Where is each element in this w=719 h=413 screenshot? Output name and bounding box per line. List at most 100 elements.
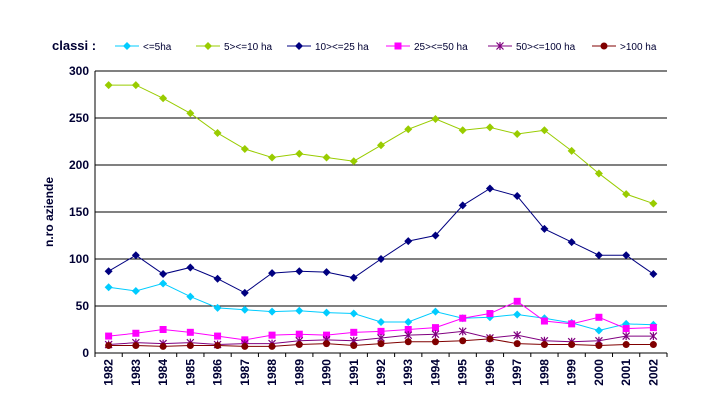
data-point: [105, 332, 113, 340]
x-tick-label: 2000: [592, 359, 606, 386]
data-point: [268, 153, 277, 162]
data-point: [404, 331, 413, 340]
data-point: [105, 341, 113, 349]
data-point: [104, 267, 113, 276]
data-point: [404, 338, 412, 346]
data-point: [186, 263, 195, 272]
data-point: [622, 190, 631, 199]
x-tick-label: 1982: [102, 359, 116, 386]
legend-label: 25><=50 ha: [414, 42, 468, 53]
data-point: [459, 337, 467, 345]
data-point: [513, 310, 522, 319]
x-tick-label: 1998: [537, 359, 551, 386]
x-tick-label: 2002: [646, 359, 660, 386]
data-point: [131, 81, 140, 90]
data-point: [349, 273, 358, 282]
data-point: [131, 251, 140, 260]
data-point: [513, 340, 521, 348]
data-point: [513, 331, 522, 340]
data-point: [159, 342, 167, 350]
data-point: [459, 314, 467, 322]
x-tick-label: 1992: [374, 359, 388, 386]
data-point: [159, 326, 167, 333]
data-point: [513, 297, 521, 305]
data-point: [513, 192, 522, 201]
data-point: [186, 109, 195, 118]
x-tick-label: 1995: [456, 359, 470, 386]
data-point: [594, 326, 603, 335]
legend-swatch-marker: [123, 42, 131, 50]
data-point: [268, 342, 276, 350]
data-point: [213, 303, 222, 312]
data-point: [214, 341, 222, 349]
data-point: [486, 335, 494, 343]
data-point: [295, 330, 303, 338]
data-point: [431, 307, 440, 316]
data-point: [104, 81, 113, 90]
data-point: [431, 231, 440, 240]
data-point: [567, 146, 576, 155]
y-tick-label: 250: [69, 111, 89, 125]
data-point: [295, 306, 304, 315]
data-point: [213, 129, 222, 138]
data-point: [350, 328, 358, 336]
x-tick-label: 1994: [428, 359, 442, 386]
y-tick-label: 300: [69, 64, 89, 78]
data-point: [431, 324, 439, 332]
data-point: [649, 332, 658, 341]
data-point: [594, 169, 603, 178]
legend-swatch-marker: [394, 42, 402, 50]
legend-title: classi :: [52, 38, 97, 53]
x-tick-label: 1993: [401, 359, 415, 386]
data-point: [377, 317, 385, 326]
data-point: [540, 224, 549, 233]
data-point: [159, 94, 168, 103]
data-point: [322, 153, 331, 162]
data-point: [240, 305, 249, 314]
data-point: [485, 123, 494, 132]
data-point: [649, 341, 657, 349]
data-point: [186, 292, 195, 301]
x-tick-label: 2001: [619, 359, 633, 386]
legend-swatch-marker: [600, 42, 608, 50]
data-point: [568, 341, 576, 349]
data-point: [486, 310, 494, 318]
data-point: [431, 330, 440, 339]
x-tick-label: 1999: [565, 359, 579, 386]
data-point: [377, 340, 385, 348]
data-point: [622, 332, 631, 341]
x-tick-label: 1991: [347, 359, 361, 386]
data-point: [404, 326, 412, 333]
data-point: [622, 341, 630, 349]
data-point: [622, 251, 631, 260]
x-tick-label: 1987: [238, 359, 252, 386]
y-tick-label: 50: [76, 299, 90, 313]
legend-label: >100 ha: [620, 42, 657, 53]
data-point: [377, 141, 385, 150]
data-point: [295, 149, 304, 158]
data-point: [513, 129, 522, 138]
data-point: [540, 126, 549, 135]
data-point: [649, 324, 657, 332]
data-point: [240, 288, 249, 297]
data-point: [241, 342, 249, 350]
legend-swatch-marker: [496, 42, 504, 50]
data-point: [323, 340, 331, 348]
data-point: [594, 251, 603, 260]
data-point: [186, 341, 194, 349]
data-point: [568, 320, 576, 328]
data-point: [377, 327, 385, 335]
legend-swatch-marker: [295, 42, 303, 50]
data-point: [595, 313, 603, 321]
data-point: [431, 114, 440, 123]
data-point: [540, 317, 548, 325]
data-point: [214, 332, 222, 340]
legend-label: 5><=10 ha: [224, 42, 273, 53]
x-tick-label: 1984: [156, 359, 170, 386]
data-point: [622, 325, 630, 333]
data-point: [295, 341, 303, 349]
data-point: [268, 269, 277, 278]
data-point: [595, 341, 603, 349]
x-tick-label: 1997: [510, 359, 524, 386]
